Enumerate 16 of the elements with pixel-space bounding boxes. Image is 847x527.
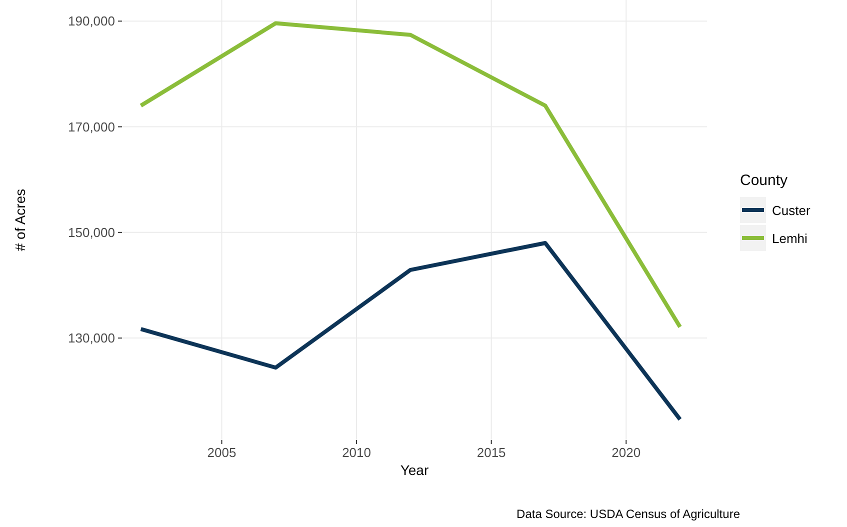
x-tick-label: 2005 xyxy=(207,445,236,460)
x-axis-title: Year xyxy=(400,462,429,478)
source-note: Data Source: USDA Census of Agriculture xyxy=(516,507,740,521)
legend-title: County xyxy=(740,172,788,189)
legend-label: Lemhi xyxy=(772,231,808,246)
x-tick-label: 2010 xyxy=(342,445,371,460)
x-tick-label: 2020 xyxy=(612,445,641,460)
line-series xyxy=(138,21,682,329)
y-tick-label: 170,000 xyxy=(68,119,115,134)
y-axis-title: # of Acres xyxy=(12,188,28,252)
line-series xyxy=(138,240,682,422)
legend-label: Custer xyxy=(772,203,811,218)
y-tick-label: 190,000 xyxy=(68,14,115,29)
y-tick-label: 130,000 xyxy=(68,330,115,346)
y-tick-label: 150,000 xyxy=(68,224,115,240)
x-tick-label: 2015 xyxy=(476,445,506,460)
